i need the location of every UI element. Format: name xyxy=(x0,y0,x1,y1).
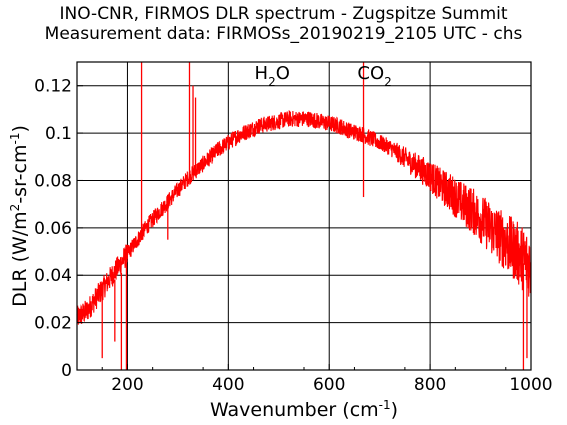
band-annotation: CO2 xyxy=(357,63,391,89)
axis-ticks: 200 400 600 800 1000 0 0.02 0.04 0.06 0.08 0.1 0.12 xyxy=(34,77,552,395)
y-axis-title: DLR (W/m2-sr-cm-1) xyxy=(8,125,31,307)
y-tick-label: 0.1 xyxy=(45,124,72,144)
y-tick-label: 0.04 xyxy=(34,266,72,286)
band-annotation: H2O xyxy=(255,63,290,89)
spectrum-line xyxy=(76,109,532,325)
x-tick-label: 600 xyxy=(313,375,345,395)
x-tick-label: 400 xyxy=(212,375,244,395)
y-tick-label: 0.08 xyxy=(34,171,72,191)
spectrum-series xyxy=(76,62,532,370)
y-tick-label: 0 xyxy=(61,361,72,381)
chart-subtitle: Measurement data: FIRMOSs_20190219_2105 … xyxy=(44,24,523,44)
chart-title: INO-CNR, FIRMOS DLR spectrum - Zugspitze… xyxy=(59,4,508,24)
y-tick-label: 0.06 xyxy=(34,219,72,239)
band-annotations: H2O CO2 xyxy=(255,63,392,89)
x-tick-label: 800 xyxy=(414,375,446,395)
x-tick-label: 200 xyxy=(111,375,143,395)
x-axis-title: Wavenumber (cm-1) xyxy=(210,398,398,421)
y-tick-label: 0.12 xyxy=(34,77,72,97)
axis-titles: Wavenumber (cm-1) DLR (W/m2-sr-cm-1) xyxy=(8,125,398,421)
x-tick-label: 1000 xyxy=(509,375,552,395)
y-tick-label: 0.02 xyxy=(34,314,72,334)
